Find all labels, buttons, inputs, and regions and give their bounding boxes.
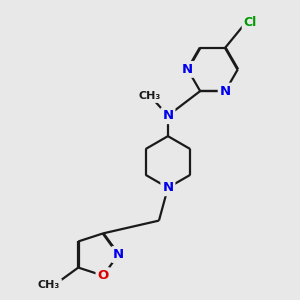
Text: O: O — [98, 269, 109, 282]
Text: N: N — [220, 85, 231, 98]
Text: N: N — [113, 248, 124, 261]
Text: N: N — [182, 63, 193, 76]
Text: Cl: Cl — [244, 16, 257, 29]
Text: N: N — [162, 109, 173, 122]
Text: N: N — [162, 181, 173, 194]
Text: CH₃: CH₃ — [38, 280, 60, 290]
Text: CH₃: CH₃ — [139, 91, 161, 101]
